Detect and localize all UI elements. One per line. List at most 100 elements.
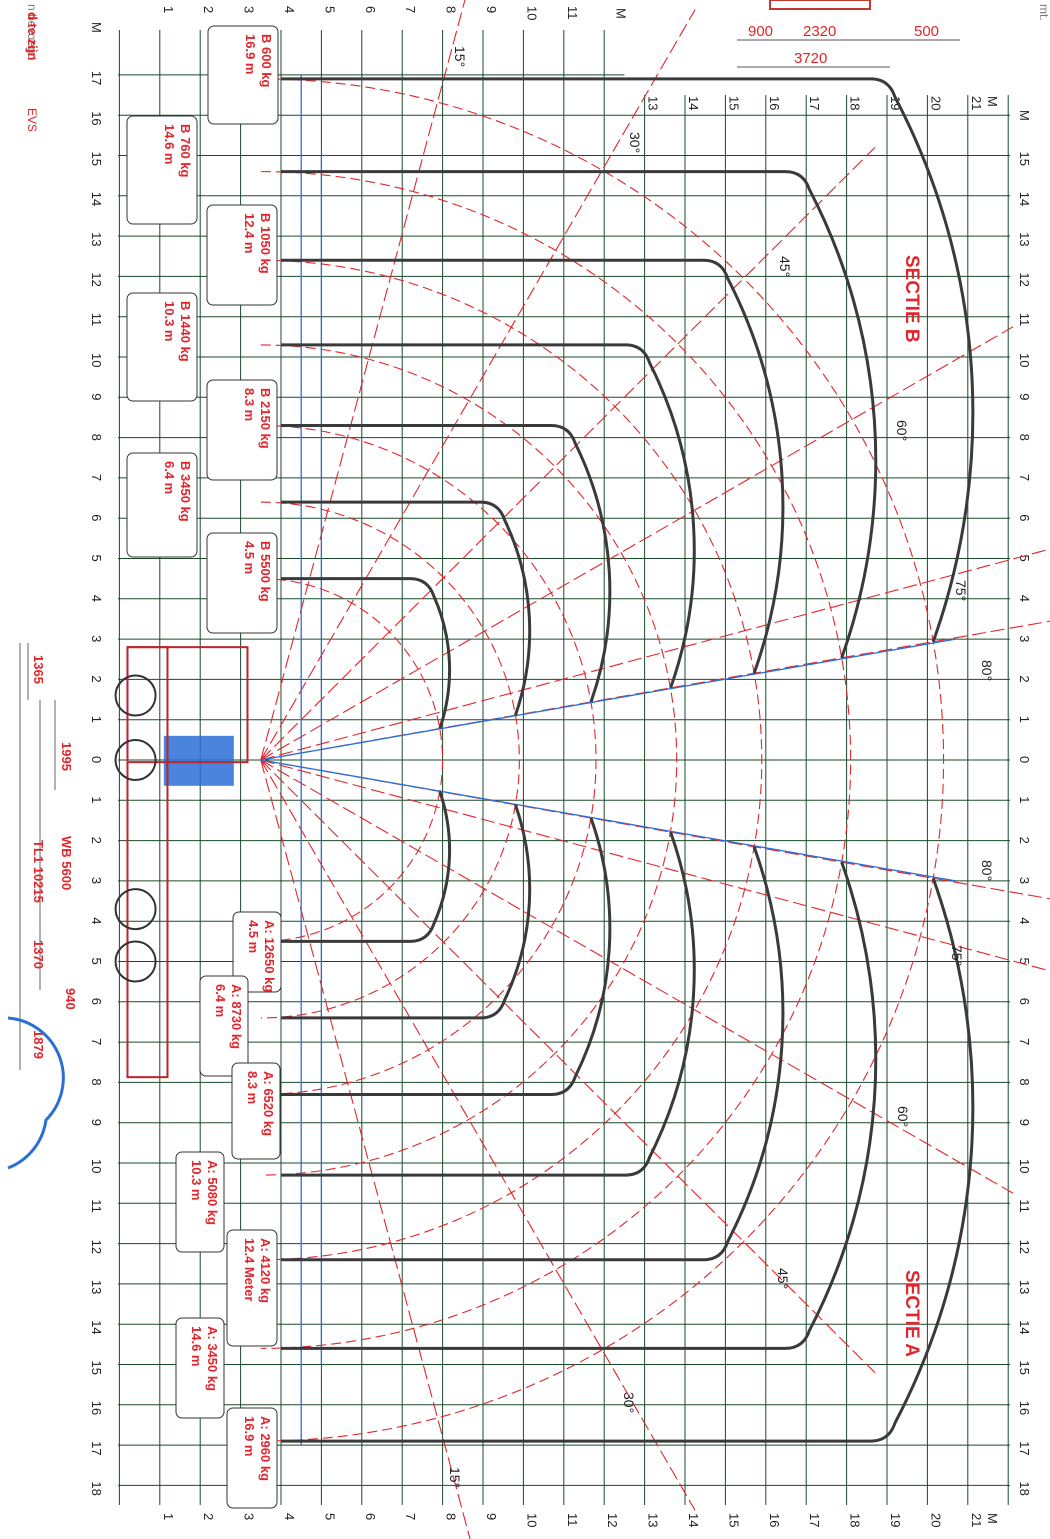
load-curve xyxy=(281,343,696,689)
tick-right: 3 xyxy=(1017,877,1032,884)
tick-top: 4 xyxy=(282,6,297,13)
load-label-b-reach: 16.9 m xyxy=(243,34,258,74)
load-curves xyxy=(281,77,975,1443)
angle-a-30: 30° xyxy=(621,1392,637,1413)
tick-right: 9 xyxy=(1017,393,1032,400)
tick-right: 7 xyxy=(1017,474,1032,481)
angle-arc xyxy=(260,501,520,1019)
tick-right: 5 xyxy=(1017,958,1032,965)
dim-1995-label: 1995 xyxy=(59,742,74,771)
tick-right: 1 xyxy=(1017,716,1032,723)
load-label-a: A: 8730 kg6.4 m xyxy=(199,975,249,1077)
tick-bottom: 7 xyxy=(403,1513,418,1520)
tick-bottom: 20 xyxy=(928,1513,943,1527)
tick-left: 18 xyxy=(89,1481,104,1495)
dim-940-label: 940 xyxy=(63,988,78,1010)
tick-top: 5 xyxy=(322,6,337,13)
dim-1879-label: 1879 xyxy=(31,1030,46,1059)
tick-right: 16 xyxy=(1017,1401,1032,1415)
load-label-b-weight: B 5500 kg xyxy=(258,541,273,602)
load-label-a-weight: A: 3450 kg xyxy=(205,1326,220,1391)
tick-right: 15 xyxy=(1017,152,1032,166)
load-curve xyxy=(281,877,975,1443)
truck-wheel xyxy=(114,888,157,931)
section-a-title: SECTIE A xyxy=(901,1270,922,1357)
tick-left: 13 xyxy=(89,1280,104,1294)
angle-arc xyxy=(260,424,597,1096)
tick-right: 11 xyxy=(1017,1199,1032,1213)
tick-left: 3 xyxy=(89,635,104,642)
angle-ray xyxy=(260,146,876,761)
load-curve xyxy=(281,258,785,674)
angle-arc xyxy=(260,259,763,1261)
tick-left: 5 xyxy=(89,958,104,965)
angle-a-75: 75° xyxy=(949,945,965,966)
tick-left: 4 xyxy=(89,917,104,924)
tick-right: 0 xyxy=(1017,756,1032,763)
load-label-a-reach: 14.6 m xyxy=(189,1326,204,1366)
tick-left: 6 xyxy=(89,514,104,521)
load-label-a-reach: 4.5 m xyxy=(246,920,261,953)
angle-ray xyxy=(260,326,1014,761)
tick-bottom: 6 xyxy=(363,1513,378,1520)
load-label-a-reach: 8.3 m xyxy=(245,1071,260,1104)
load-label-b-reach: 4.5 m xyxy=(242,541,257,574)
tick-bottom: 14 xyxy=(686,1513,701,1527)
load-label-b-reach: 12.4 m xyxy=(242,213,257,253)
tick-left: 13 xyxy=(89,232,104,246)
angle-ray xyxy=(260,0,466,761)
load-label-b-reach: 10.3 m xyxy=(162,301,177,341)
stamp-arc xyxy=(7,1016,65,1170)
angle-b-80: 80° xyxy=(979,660,995,681)
dim-3720: 3720 xyxy=(794,50,827,67)
tick-right: 9 xyxy=(1017,1119,1032,1126)
tick-left: 10 xyxy=(89,353,104,367)
tick-bottom: 4 xyxy=(282,1513,297,1520)
angle-ray xyxy=(260,759,1050,900)
tick-upper: 17 xyxy=(807,96,822,110)
tick-right: 15 xyxy=(1017,1361,1032,1375)
load-curve xyxy=(281,500,532,716)
tick-right: 5 xyxy=(1017,555,1032,562)
load-label-a-weight: A: 5080 kg xyxy=(205,1160,220,1225)
tick-right: 14 xyxy=(1017,192,1032,206)
load-label-b: B 2150 kg8.3 m xyxy=(206,379,278,481)
tick-right: 1 xyxy=(1017,796,1032,803)
axis-unit-right: M xyxy=(1017,110,1032,121)
tick-right: 18 xyxy=(1017,1481,1032,1495)
boom-raised-a xyxy=(260,759,956,882)
load-label-a-reach: 6.4 m xyxy=(213,984,228,1017)
load-label-b-weight: B 600 kg xyxy=(259,34,274,88)
tick-bottom: 13 xyxy=(646,1513,661,1527)
tick-right: 8 xyxy=(1017,434,1032,441)
load-label-b-reach: 6.4 m xyxy=(162,461,177,494)
angle-ray xyxy=(260,759,1050,972)
angle-b-30: 30° xyxy=(627,132,643,153)
truck-wheel xyxy=(114,739,157,781)
tick-right: 3 xyxy=(1017,635,1032,642)
tick-bottom: 19 xyxy=(888,1513,903,1527)
tick-left: 1 xyxy=(89,716,104,723)
tick-left: 4 xyxy=(89,595,104,602)
tick-top: 7 xyxy=(403,6,418,13)
boom-raised-b xyxy=(260,638,956,761)
tick-left: 15 xyxy=(89,152,104,166)
tick-right: 17 xyxy=(1017,1441,1032,1455)
section-b-title: SECTIE B xyxy=(901,255,922,343)
tick-right: 2 xyxy=(1017,675,1032,682)
tick-upper: 15 xyxy=(726,96,741,110)
edge-gray-text: n bevoegd xyxy=(25,4,39,60)
tick-right: 13 xyxy=(1017,232,1032,246)
angle-arcs xyxy=(260,78,945,1442)
axis-unit-bottom: M xyxy=(985,1513,1000,1524)
tick-right: 4 xyxy=(1017,595,1032,602)
angle-ray xyxy=(260,548,1050,761)
load-label-b-reach: 14.6 m xyxy=(162,124,177,164)
angle-arc xyxy=(260,578,444,942)
tick-bottom: 1 xyxy=(161,1513,176,1520)
crane-base xyxy=(163,735,234,786)
